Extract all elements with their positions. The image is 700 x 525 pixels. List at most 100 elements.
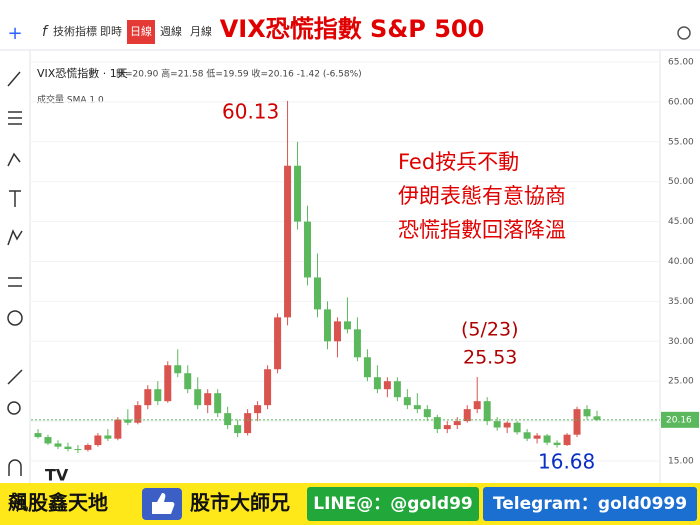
candle-body — [164, 365, 172, 402]
measure-tool[interactable] — [8, 277, 22, 287]
chart-title: VIX恐慌指數 S&P 500 — [220, 15, 485, 43]
candle-body — [323, 309, 331, 342]
magnet-tool[interactable] — [8, 459, 22, 476]
volume-info: 成交量 SMA 1 0 — [37, 94, 104, 106]
fib-tool[interactable] — [8, 111, 22, 125]
pattern-tool[interactable] — [7, 229, 23, 246]
candle-body — [353, 329, 361, 358]
candle-body — [593, 416, 601, 420]
drawing-tools — [7, 71, 23, 476]
y-tick-label: 25.00 — [668, 377, 694, 387]
candle-body — [174, 365, 182, 374]
candle-body — [393, 381, 401, 398]
candle-body — [244, 413, 252, 434]
y-tick-label: 30.00 — [668, 337, 694, 347]
note-annotation: 伊朗表態有意協商 — [398, 184, 566, 208]
fx-icon[interactable]: f — [42, 24, 49, 40]
candle-body — [94, 435, 102, 446]
candle-body — [363, 357, 371, 378]
line-tool[interactable] — [7, 71, 21, 87]
candle-body — [433, 417, 441, 430]
line-box[interactable] — [307, 487, 479, 521]
y-tick-label: 60.00 — [668, 97, 694, 107]
candle-body — [104, 435, 112, 439]
telegram-box[interactable] — [483, 487, 697, 521]
y-tick-label: 50.00 — [668, 177, 694, 187]
line-contact[interactable]: LINE@：@gold99 — [313, 494, 473, 514]
candle-body — [503, 422, 511, 428]
candle-body — [553, 442, 561, 446]
crosshair-icon[interactable]: + — [7, 23, 22, 44]
interval-button[interactable]: 即時 — [100, 25, 122, 38]
candle-body — [234, 425, 242, 434]
banner-name: 股市大師兄 — [190, 491, 290, 515]
candle-body — [254, 405, 262, 414]
candle-body — [413, 405, 421, 410]
candle-body — [513, 422, 521, 433]
candle-body — [184, 373, 192, 390]
interval-button[interactable]: 日線 — [130, 24, 152, 38]
candle-body — [284, 165, 292, 318]
candle-body — [64, 446, 72, 450]
candle-body — [523, 432, 531, 439]
candle-body — [134, 405, 142, 423]
interval-button[interactable]: 週線 — [160, 24, 182, 38]
banner-brand: 飆股鑫天地 — [8, 491, 108, 515]
candle-body — [124, 419, 132, 423]
last-price-label: 20.16 — [666, 415, 692, 425]
y-tick-label: 35.00 — [668, 297, 694, 307]
text-tool[interactable] — [9, 190, 21, 207]
telegram-contact[interactable]: Telegram：gold0999 — [493, 494, 687, 514]
brush-tool[interactable] — [7, 152, 21, 167]
low-annotation: 16.68 — [538, 450, 595, 474]
candle-body — [583, 409, 591, 417]
ruler-tool[interactable] — [7, 369, 23, 385]
candle-body — [194, 389, 202, 406]
note-annotation: 恐慌指數回落降溫 — [398, 218, 566, 242]
candle-body — [423, 409, 431, 418]
candle-body — [493, 421, 501, 428]
tv-logo: TV — [45, 466, 69, 485]
y-tick-label: 15.00 — [668, 457, 694, 467]
candle-body — [483, 401, 491, 422]
y-tick-label: 65.00 — [668, 57, 694, 67]
candle-body — [84, 445, 92, 450]
candle-body — [224, 413, 232, 426]
candle-body — [403, 397, 411, 406]
interval-group: 即時 日線 週線 月線 — [100, 20, 212, 44]
settings-icon[interactable] — [677, 26, 691, 40]
candle-body — [304, 221, 312, 278]
candle-body — [34, 433, 42, 438]
candle-body — [204, 393, 212, 406]
candle-body — [343, 321, 351, 330]
ohlc-info: 開=20.90 高=21.58 低=19.59 收=20.16 -1.42 (-… — [116, 68, 362, 80]
indicators-button[interactable]: 技術指標 — [53, 24, 97, 38]
candle-body — [274, 317, 282, 370]
interval-active — [127, 20, 155, 44]
thumb-shape — [152, 493, 175, 514]
candle-body — [314, 277, 321, 310]
candle-body — [294, 165, 302, 222]
candle-body — [573, 409, 581, 435]
candle-body — [154, 389, 162, 402]
candle-body — [563, 434, 571, 446]
candle-body — [54, 443, 62, 447]
icon-tool[interactable] — [7, 310, 23, 326]
candle-body — [44, 437, 52, 444]
date-annotation: (5/23) — [461, 319, 519, 341]
interval-button[interactable]: 月線 — [190, 24, 212, 38]
last-price-box — [661, 411, 699, 428]
note-annotation: Fed按兵不動 — [398, 150, 519, 174]
candle-body — [463, 409, 471, 422]
candle-body — [264, 369, 272, 406]
candle-body — [373, 377, 381, 390]
candle-body — [333, 321, 341, 342]
candle-body — [144, 389, 152, 406]
candle-body — [114, 419, 122, 439]
candle-body — [543, 435, 551, 443]
zoom-tool[interactable] — [7, 401, 21, 415]
candle-body — [453, 421, 461, 426]
symbol-label: VIX恐慌指數 · 1天 — [37, 66, 128, 80]
peak-annotation: 60.13 — [222, 100, 279, 124]
